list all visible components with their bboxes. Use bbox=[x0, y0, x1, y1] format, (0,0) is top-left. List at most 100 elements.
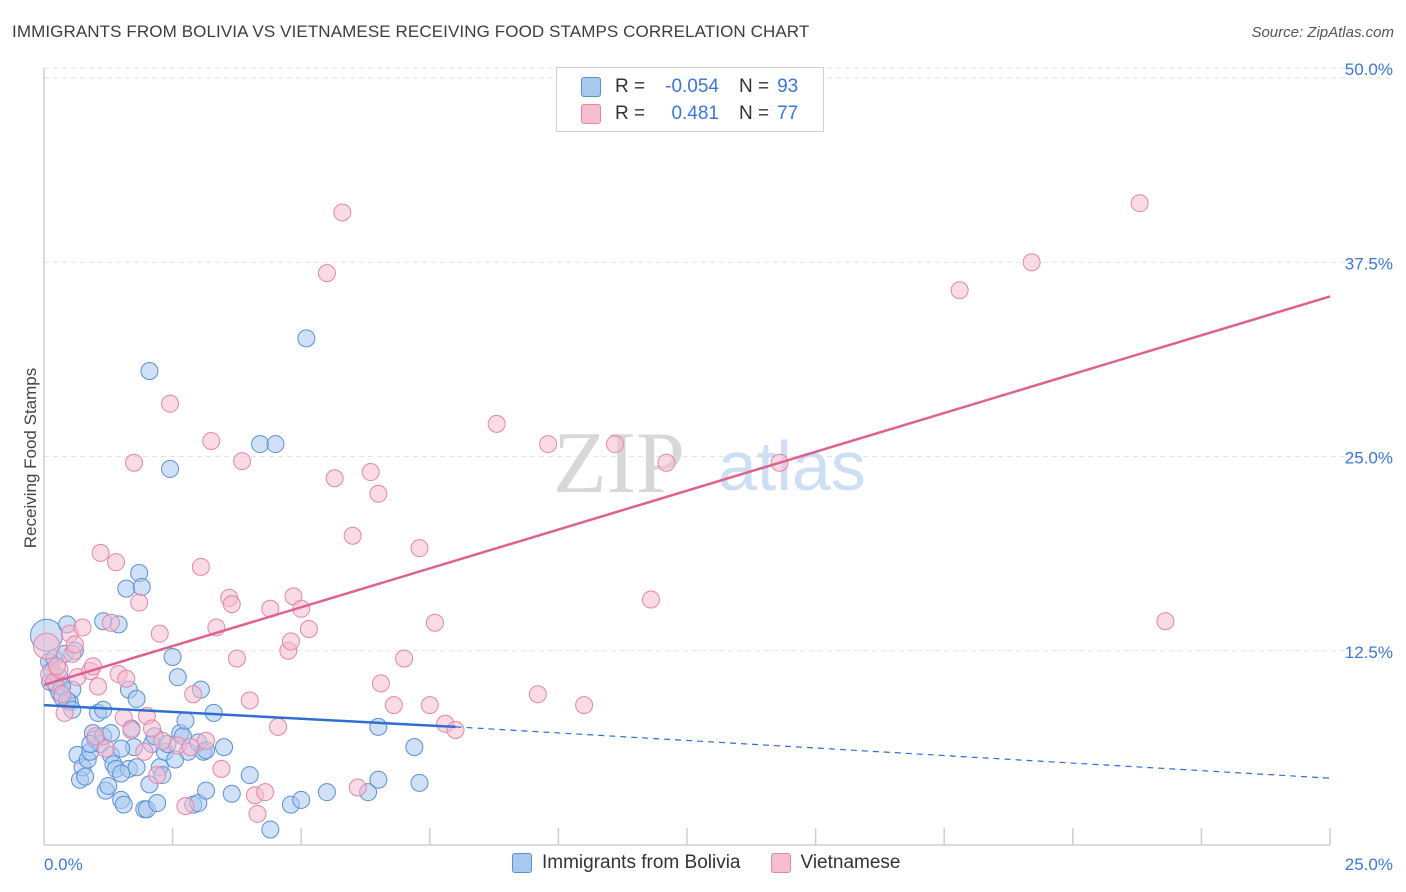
vietnamese-point bbox=[343, 526, 362, 545]
vietnamese-point bbox=[233, 452, 252, 471]
vietnamese-point bbox=[47, 657, 66, 676]
legend-row-vietnamese: R = 0.481 N = 77 bbox=[581, 101, 798, 127]
vietnamese-point bbox=[1130, 194, 1149, 213]
legend-n-value: 93 bbox=[777, 76, 799, 97]
bolivia-point bbox=[161, 459, 180, 478]
y-tick-label: 12.5% bbox=[1345, 643, 1393, 662]
vietnamese-point bbox=[148, 766, 167, 785]
vietnamese-point bbox=[86, 727, 105, 746]
bolivia-point bbox=[222, 784, 241, 803]
vietnamese-point bbox=[539, 435, 558, 454]
vietnamese-point bbox=[395, 649, 414, 668]
vietnamese-point bbox=[575, 696, 594, 715]
bolivia-point bbox=[405, 738, 424, 757]
vietnamese-point bbox=[181, 738, 200, 757]
vietnamese-point bbox=[248, 804, 267, 823]
vietnamese-point bbox=[176, 797, 195, 816]
legend-r-label: R = bbox=[615, 103, 646, 124]
watermark-atlas: atlas bbox=[718, 427, 866, 505]
bolivia-point bbox=[101, 724, 120, 743]
legend-item-bolivia: Immigrants from Bolivia bbox=[512, 852, 741, 874]
bolivia-point bbox=[197, 781, 216, 800]
vietnamese-point bbox=[135, 742, 154, 761]
stats-legend: R = -0.054 N = 93 R = 0.481 N = 77 bbox=[556, 67, 824, 132]
vietnamese-point bbox=[125, 453, 144, 472]
bolivia-point bbox=[266, 435, 285, 454]
vietnamese-point bbox=[333, 203, 352, 222]
bolivia-point bbox=[127, 758, 146, 777]
vietnamese-point bbox=[161, 394, 180, 413]
vietnamese-point bbox=[950, 281, 969, 300]
vietnamese-point bbox=[528, 685, 547, 704]
y-axis-label: Receiving Food Stamps bbox=[21, 368, 40, 548]
bolivia-trend-line bbox=[43, 703, 456, 729]
legend-n-value: 77 bbox=[777, 103, 799, 124]
vietnamese-point bbox=[150, 624, 169, 643]
bolivia-point bbox=[317, 783, 336, 802]
bolivia-point bbox=[369, 717, 388, 736]
watermark: ZIP atlas bbox=[553, 415, 866, 512]
series-vietnamese-points bbox=[33, 194, 1175, 823]
y-tick-label: 25.0% bbox=[1345, 449, 1393, 468]
vietnamese-point bbox=[425, 613, 444, 632]
vietnamese-point bbox=[348, 778, 367, 797]
vietnamese-point bbox=[212, 759, 231, 778]
vietnamese-point bbox=[281, 632, 300, 651]
vietnamese-point bbox=[325, 469, 344, 488]
vietnamese-point bbox=[55, 703, 74, 722]
bolivia-legend-swatch bbox=[512, 853, 532, 873]
vietnamese-point bbox=[202, 431, 221, 450]
series-bolivia-points bbox=[30, 329, 429, 839]
chart-title: IMMIGRANTS FROM BOLIVIA VS VIETNAMESE RE… bbox=[12, 22, 810, 41]
vietnamese-point bbox=[227, 649, 246, 668]
axes bbox=[43, 68, 1330, 846]
vietnamese-point bbox=[130, 593, 149, 612]
vietnamese-point bbox=[107, 553, 126, 572]
vietnamese-point bbox=[101, 613, 120, 632]
vietnamese-point bbox=[384, 696, 403, 715]
vietnamese-point bbox=[96, 739, 115, 758]
vietnamese-point bbox=[89, 677, 108, 696]
vietnamese-point bbox=[33, 632, 61, 660]
source-label: Source: ZipAtlas.com bbox=[1251, 24, 1394, 41]
vietnamese-point bbox=[369, 484, 388, 503]
bolivia-point bbox=[132, 578, 151, 597]
legend-r-value: -0.054 bbox=[665, 76, 719, 97]
vietnamese-point bbox=[197, 731, 216, 750]
bolivia-point bbox=[148, 794, 167, 813]
vietnamese-point bbox=[122, 721, 141, 740]
bolivia-point bbox=[140, 362, 159, 381]
vietnamese-point bbox=[53, 685, 72, 704]
bolivia-point bbox=[112, 739, 131, 758]
bolivia-trend-extension bbox=[455, 726, 1331, 779]
legend-item-vietnamese: Vietnamese bbox=[770, 852, 901, 874]
vietnamese-point bbox=[240, 691, 259, 710]
bolivia-point bbox=[297, 329, 316, 348]
bolivia-point bbox=[163, 647, 182, 666]
gridlines bbox=[44, 67, 1392, 845]
bolivia-point bbox=[292, 790, 311, 809]
vietnamese-point bbox=[641, 590, 660, 609]
bolivia-point bbox=[127, 689, 146, 708]
x-tick-label: 0.0% bbox=[44, 855, 83, 874]
vietnamese-trend-line bbox=[43, 295, 1331, 687]
vietnamese-point bbox=[299, 619, 318, 638]
vietnamese-point bbox=[256, 783, 275, 802]
vietnamese-point bbox=[222, 595, 241, 614]
vietnamese-swatch bbox=[581, 104, 601, 124]
vietnamese-point bbox=[153, 731, 172, 750]
vietnamese-point bbox=[361, 463, 380, 482]
vietnamese-point bbox=[446, 721, 465, 740]
bolivia-legend-label: Immigrants from Bolivia bbox=[542, 852, 741, 873]
legend-r-value: 0.481 bbox=[671, 103, 719, 124]
bolivia-point bbox=[240, 766, 259, 785]
bolivia-point bbox=[117, 579, 136, 598]
bolivia-swatch bbox=[581, 77, 601, 97]
bolivia-point bbox=[215, 738, 234, 757]
bolivia-point bbox=[251, 435, 270, 454]
vietnamese-point bbox=[73, 618, 92, 637]
y-tick-label: 37.5% bbox=[1345, 254, 1393, 273]
bolivia-point bbox=[261, 820, 280, 839]
legend-n-label: N = bbox=[739, 76, 770, 97]
